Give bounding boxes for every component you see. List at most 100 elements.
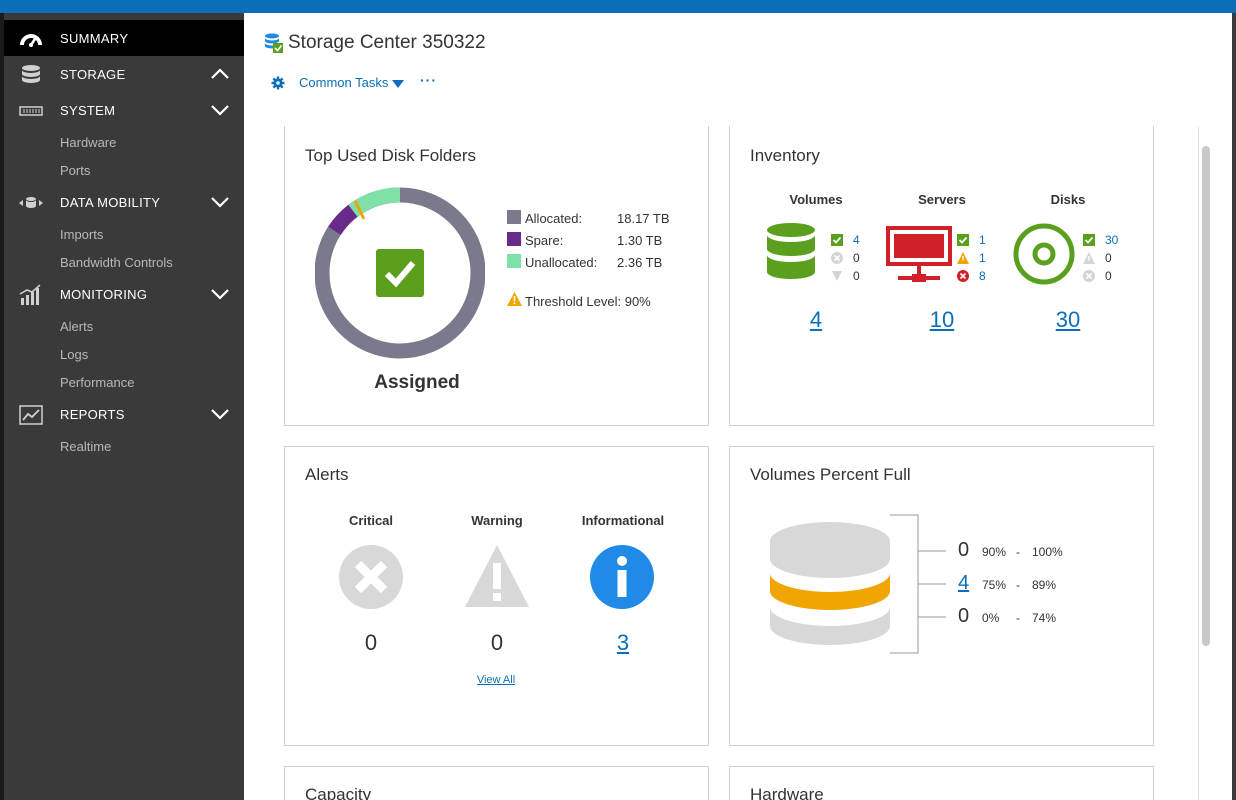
legend-swatch-unallocated (507, 254, 521, 268)
chevron-up-icon[interactable] (210, 68, 230, 80)
database-icon (22, 65, 40, 83)
storage-center-ok-icon (265, 33, 283, 53)
range-dash: - (1016, 611, 1020, 625)
sidebar-item-storage[interactable]: STORAGE (4, 56, 244, 92)
sidebar-item-realtime[interactable]: Realtime (60, 439, 112, 454)
chevron-down-icon[interactable] (210, 104, 230, 116)
panel-title: Inventory (750, 146, 820, 165)
common-tasks-menu[interactable]: Common Tasks (299, 75, 389, 90)
info-icon (590, 545, 654, 609)
ok-check-icon (831, 234, 843, 246)
chevron-down-icon[interactable] (210, 408, 230, 420)
sidebar-label-reports: REPORTS (60, 406, 125, 422)
sidebar-item-data-mobility[interactable]: DATA MOBILITY (4, 184, 244, 220)
range-from: 0% (982, 611, 1000, 625)
alerts-panel: Alerts Critical 0 Warning 0 Informationa… (284, 446, 709, 746)
volumes-error-count: 0 (853, 251, 860, 265)
disks-disc-icon (1013, 223, 1075, 285)
left-edge (0, 13, 4, 800)
range-to: 100% (1032, 545, 1063, 559)
disks-total-link[interactable]: 30 (1055, 307, 1081, 332)
warning-heading: Warning (471, 513, 523, 528)
sidebar-item-hardware[interactable]: Hardware (60, 135, 117, 150)
legend-value-spare: 1.30 TB (617, 233, 663, 248)
scrollbar-thumb[interactable] (1202, 146, 1210, 646)
disks-warning-count: 0 (1105, 251, 1112, 265)
critical-icon (957, 270, 969, 282)
threshold-label: Threshold Level: 90% (525, 294, 651, 309)
informational-heading: Informational (581, 513, 665, 528)
bracket-lines (890, 514, 946, 654)
sidebar-item-summary[interactable]: SUMMARY (4, 20, 244, 56)
disks-ok-count[interactable]: 30 (1105, 233, 1119, 247)
critical-heading: Critical (348, 513, 394, 528)
sidebar-label-monitoring: MONITORING (60, 286, 148, 302)
sidebar-label-data-mobility: DATA MOBILITY (60, 194, 161, 210)
sidebar-item-system[interactable]: SYSTEM (4, 92, 244, 128)
informational-count-link[interactable]: 3 (616, 630, 630, 655)
top-accent-bar (0, 0, 1236, 13)
volumes-percent-full-panel: Volumes Percent Full 0 90% - 100% 4 75% … (729, 446, 1154, 746)
disk-folders-panel: Top Used Disk Folders Assigned Allocated… (284, 126, 709, 426)
sidebar-item-alerts[interactable]: Alerts (60, 319, 94, 334)
legend-value-unallocated: 2.36 TB (617, 255, 663, 270)
inventory-panel: Inventory Volumes 4 0 0 4 Servers 1 1 8 … (729, 126, 1154, 426)
scrollbar-track[interactable] (1198, 127, 1212, 800)
error-icon (1083, 270, 1095, 282)
threshold-marker (353, 200, 366, 220)
full-75-count-link[interactable]: 4 (958, 572, 970, 594)
panel-title: Capacity (305, 785, 372, 800)
range-to: 74% (1032, 611, 1057, 625)
volumes-heading: Volumes (789, 192, 843, 207)
sidebar-item-logs[interactable]: Logs (60, 347, 89, 362)
volumes-ok-count[interactable]: 4 (853, 233, 860, 247)
legend-label-spare: Spare: (525, 233, 564, 248)
range-dash: - (1016, 545, 1020, 559)
warning-icon (957, 252, 969, 264)
legend-swatch-spare (507, 232, 521, 246)
servers-warning-count[interactable]: 1 (979, 251, 986, 265)
disk-usage-donut (315, 187, 485, 359)
ok-check-icon (376, 249, 424, 297)
chevron-down-icon[interactable] (210, 196, 230, 208)
bar-graph-icon (19, 284, 41, 305)
right-edge (1232, 13, 1236, 800)
sidebar-item-reports[interactable]: REPORTS (4, 396, 244, 432)
servers-ok-count[interactable]: 1 (979, 233, 986, 247)
sidebar-item-monitoring[interactable]: MONITORING (4, 276, 244, 312)
ok-check-icon (1083, 234, 1095, 246)
chevron-down-icon[interactable] (210, 288, 230, 300)
servers-critical-count[interactable]: 8 (979, 269, 986, 283)
legend-swatch-allocated (507, 210, 521, 224)
volumes-total-link[interactable]: 4 (809, 307, 823, 332)
sidebar-item-imports[interactable]: Imports (60, 227, 104, 242)
legend-label-unallocated: Unallocated: (525, 255, 598, 270)
panel-title: Volumes Percent Full (750, 465, 911, 484)
panel-title: Alerts (305, 465, 349, 484)
down-icon (832, 271, 842, 281)
sidebar-item-bandwidth-controls[interactable]: Bandwidth Controls (60, 255, 173, 270)
report-chart-icon (19, 405, 43, 425)
critical-icon (339, 545, 403, 609)
disks-error-count: 0 (1105, 269, 1112, 283)
volume-stack-icon (770, 522, 890, 645)
range-to: 89% (1032, 578, 1057, 592)
hardware-panel: Hardware (729, 766, 1154, 800)
servers-total-link[interactable]: 10 (929, 307, 955, 332)
full-0-count: 0 (958, 605, 970, 627)
capacity-panel: Capacity (284, 766, 709, 800)
sidebar-label-system: SYSTEM (60, 102, 116, 118)
more-options-button[interactable]: ··· (420, 72, 437, 88)
legend-value-allocated: 18.17 TB (617, 211, 670, 226)
sidebar-item-ports[interactable]: Ports (60, 163, 91, 178)
caret-down-icon[interactable] (392, 80, 404, 88)
disks-heading: Disks (1050, 192, 1086, 207)
range-from: 90% (982, 545, 1007, 559)
speedometer-icon (20, 34, 42, 47)
volumes-down-count: 0 (853, 269, 860, 283)
gear-icon[interactable] (270, 75, 286, 91)
view-all-link[interactable]: View All (476, 674, 516, 686)
sidebar-item-performance[interactable]: Performance (60, 375, 135, 390)
sidebar: SUMMARY STORAGE SYSTEM Hardware Ports DA… (4, 13, 244, 800)
sidebar-label-storage: STORAGE (60, 66, 126, 82)
